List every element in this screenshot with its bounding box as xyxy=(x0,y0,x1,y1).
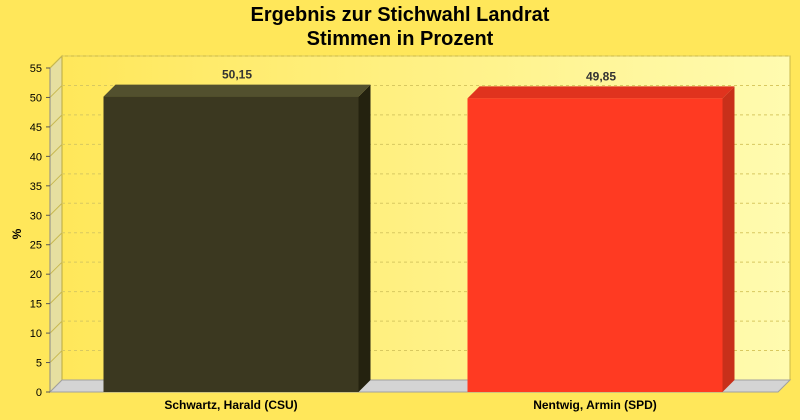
chart-title-line2: Stimmen in Prozent xyxy=(306,28,494,50)
bar-top xyxy=(467,86,735,99)
y-tick-label: 15 xyxy=(30,299,42,311)
bar-2: 49,85 xyxy=(467,69,735,392)
gridline-side xyxy=(49,85,63,98)
bar-side xyxy=(722,86,735,392)
x-tick-label: Nentwig, Armin (SPD) xyxy=(533,398,657,412)
gridline-side xyxy=(49,144,63,157)
x-axis: Schwartz, Harald (CSU) Nentwig, Armin (SP… xyxy=(164,398,656,412)
y-tick-label: 5 xyxy=(36,358,42,370)
y-tick-label: 40 xyxy=(30,151,42,163)
gridline-side xyxy=(49,173,63,187)
gridline-side xyxy=(49,291,63,304)
gridline-side xyxy=(49,350,63,363)
y-tick-label: 45 xyxy=(30,122,42,134)
bar-front xyxy=(103,96,359,392)
gridline-side xyxy=(49,261,63,275)
bar-value-label: 50,15 xyxy=(222,68,252,82)
bars: 50,15 49,85 xyxy=(103,68,735,392)
x-tick-label: Schwartz, Harald (CSU) xyxy=(164,398,297,412)
bar-value-label: 49,85 xyxy=(586,69,616,83)
y-tick-label: 35 xyxy=(30,181,42,193)
bar-top xyxy=(103,84,371,97)
y-tick-label: 30 xyxy=(30,210,42,222)
y-tick-label: 55 xyxy=(30,63,42,75)
y-tick-label: 10 xyxy=(30,328,42,340)
bar-side xyxy=(358,84,371,392)
gridline-side xyxy=(49,320,63,334)
y-axis: 0 5 10 15 20 25 30 35 40 45 50 55 xyxy=(30,63,51,399)
y-tick-label: 20 xyxy=(30,269,42,281)
y-axis-label: % xyxy=(10,228,24,239)
gridline-side xyxy=(49,114,63,128)
gridline-side xyxy=(49,202,63,216)
bar-1: 50,15 xyxy=(103,68,371,392)
gridline-side xyxy=(49,232,63,246)
y-tick-label: 50 xyxy=(30,92,42,104)
y-tick-label: 0 xyxy=(36,387,42,399)
bar-front xyxy=(467,98,723,392)
gridline-side xyxy=(49,55,63,69)
plot-left-wall xyxy=(49,54,63,394)
y-tick-label: 25 xyxy=(30,240,42,252)
chart-title: Ergebnis zur Stichwahl Landrat xyxy=(250,4,550,26)
